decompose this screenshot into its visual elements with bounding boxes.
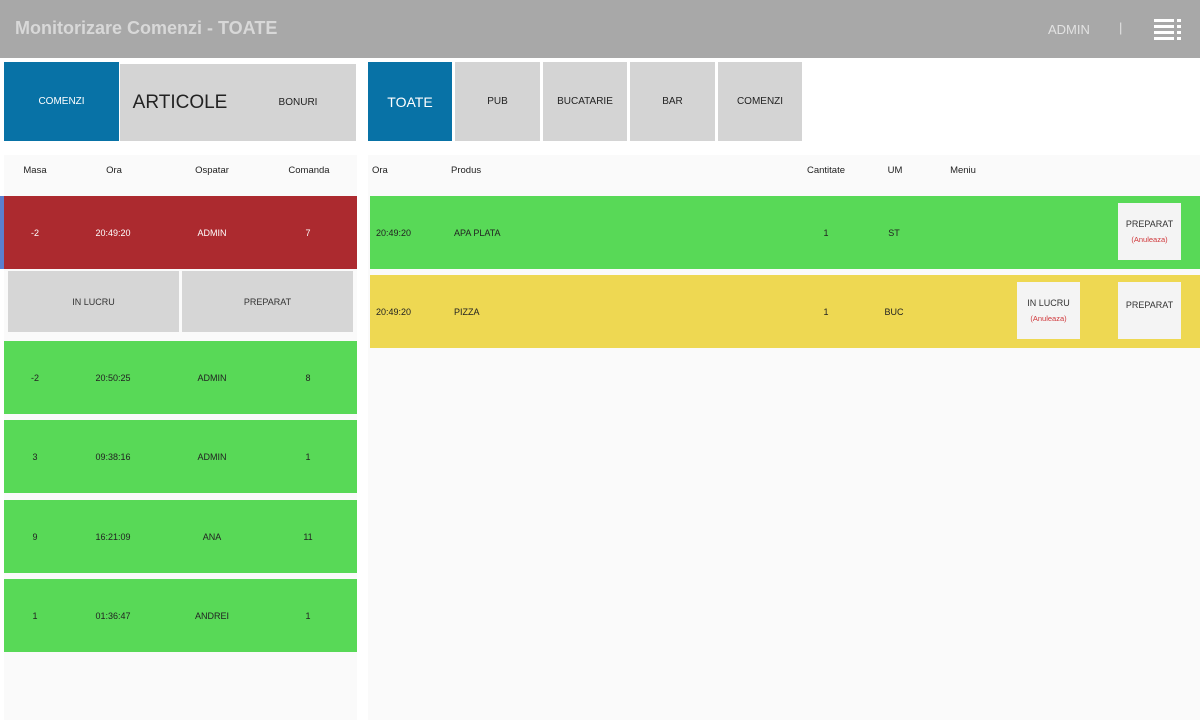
order-ospatar: ADMIN (197, 373, 227, 383)
item-cantitate: 1 (823, 307, 829, 317)
selected-row-marker (0, 196, 5, 269)
order-row[interactable]: -2 20:49:20 ADMIN 7 (4, 196, 357, 269)
order-ospatar: ADMIN (197, 228, 227, 238)
order-comanda: 1 (305, 452, 311, 462)
column-header-cantitate[interactable]: Cantitate (806, 165, 846, 176)
order-comanda: 11 (303, 532, 313, 542)
in-progress-button[interactable]: IN LUCRU (8, 271, 179, 332)
tab-label: BUCATARIE (557, 96, 613, 107)
item-cantitate: 1 (823, 228, 829, 238)
tab-toate[interactable]: TOATE (368, 62, 452, 141)
header-separator: | (1119, 20, 1123, 35)
order-comanda: 1 (305, 611, 311, 621)
order-row[interactable]: -2 20:50:25 ADMIN 8 (4, 341, 357, 414)
order-masa: -2 (30, 373, 40, 383)
item-produs: APA PLATA (454, 228, 501, 238)
column-header-um[interactable]: UM (887, 165, 903, 176)
order-ora: 01:36:47 (95, 611, 131, 621)
tab-comenzi[interactable]: COMENZI (4, 62, 119, 141)
tab-bucatarie[interactable]: BUCATARIE (543, 62, 627, 141)
column-header-ora[interactable]: Ora (372, 165, 388, 176)
status-label: PREPARAT (1125, 299, 1174, 310)
column-header-ora[interactable]: Ora (106, 165, 122, 176)
tab-label: BAR (662, 96, 683, 107)
item-um: ST (888, 228, 900, 238)
hamburger-list-icon[interactable] (1154, 17, 1182, 41)
tab-label: BONURI (278, 97, 318, 108)
order-ora: 09:38:16 (95, 452, 131, 462)
status-label: PREPARAT (1125, 219, 1174, 229)
order-row[interactable]: 9 16:21:09 ANA 11 (4, 500, 357, 573)
prepared-status-button[interactable]: PREPARAT (Anuleaza) (1118, 203, 1181, 260)
column-header-masa[interactable]: Masa (23, 165, 47, 176)
button-label: PREPARAT (243, 296, 292, 307)
order-ospatar: ANA (202, 532, 222, 542)
status-label: IN LUCRU (1027, 298, 1070, 308)
order-ora: 20:49:20 (95, 228, 131, 238)
column-header-comanda[interactable]: Comanda (288, 165, 330, 176)
column-header-produs[interactable]: Produs (451, 165, 482, 176)
item-row[interactable]: 20:49:20 APA PLATA 1 ST PREPARAT (Anulea… (370, 196, 1200, 269)
order-ora: 20:50:25 (95, 373, 131, 383)
undo-link[interactable]: (Anuleaza) (1131, 235, 1168, 244)
order-ora: 16:21:09 (95, 532, 131, 542)
item-row[interactable]: 20:49:20 PIZZA 1 BUC IN LUCRU (Anuleaza)… (370, 275, 1200, 348)
tab-bar[interactable]: BAR (630, 62, 715, 141)
column-header-meniu[interactable]: Meniu (950, 165, 976, 176)
undo-link[interactable]: (Anuleaza) (1030, 314, 1067, 323)
page-title: Monitorizare Comenzi - TOATE (15, 18, 278, 38)
tab-comenzi-category[interactable]: COMENZI (718, 62, 802, 141)
order-masa: -2 (30, 228, 40, 238)
button-label: IN LUCRU (72, 296, 115, 307)
prepared-status-button[interactable]: PREPARAT (1118, 282, 1181, 339)
order-comanda: 7 (305, 228, 311, 238)
tab-label: COMENZI (736, 96, 784, 107)
user-name[interactable]: ADMIN (1048, 22, 1090, 37)
tab-articole[interactable]: ARTICOLE (120, 64, 240, 141)
item-ora: 20:49:20 (376, 228, 412, 238)
column-header-ospatar[interactable]: Ospatar (195, 165, 229, 176)
tab-pub[interactable]: PUB (455, 62, 540, 141)
item-ora: 20:49:20 (376, 307, 412, 317)
top-bar: Monitorizare Comenzi - TOATE ADMIN | (0, 0, 1200, 58)
in-progress-status-button[interactable]: IN LUCRU (Anuleaza) (1017, 282, 1080, 339)
order-row[interactable]: 1 01:36:47 ANDREI 1 (4, 579, 357, 652)
item-um: BUC (884, 307, 904, 317)
tab-label: COMENZI (38, 96, 85, 107)
prepared-button[interactable]: PREPARAT (182, 271, 353, 332)
order-comanda: 8 (305, 373, 311, 383)
item-produs: PIZZA (454, 307, 480, 317)
order-ospatar: ANDREI (194, 611, 230, 621)
tab-bonuri[interactable]: BONURI (240, 64, 356, 141)
order-masa: 3 (32, 452, 38, 462)
tab-group-articole-bonuri (120, 64, 356, 141)
order-masa: 1 (32, 611, 38, 621)
order-ospatar: ADMIN (197, 452, 227, 462)
tab-label: TOATE (387, 93, 433, 110)
tab-label: PUB (487, 96, 508, 107)
order-masa: 9 (32, 532, 38, 542)
tab-label: ARTICOLE (132, 91, 228, 113)
order-row[interactable]: 3 09:38:16 ADMIN 1 (4, 420, 357, 493)
